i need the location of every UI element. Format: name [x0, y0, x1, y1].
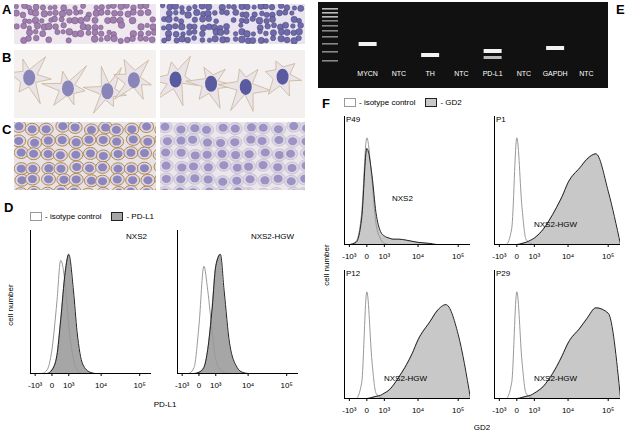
- html-text:B: B: [2, 50, 12, 65]
- svg-text:10³: 10³: [63, 381, 75, 390]
- html-text:NXS2-HGW: NXS2-HGW: [250, 232, 294, 241]
- svg-text:10³: 10³: [529, 252, 541, 261]
- html-text:NXS2-HGW: NXS2-HGW: [534, 220, 578, 229]
- html-text:NXS2-HGW: NXS2-HGW: [534, 374, 578, 383]
- html-text:P12: P12: [346, 269, 361, 278]
- svg-text:0: 0: [365, 406, 370, 415]
- html-text:P1: P1: [496, 115, 506, 124]
- svg-text:10⁵: 10⁵: [134, 381, 146, 390]
- html-text:C: C: [2, 122, 12, 137]
- svg-text:10³: 10³: [379, 406, 391, 415]
- svg-text:-10³: -10³: [342, 406, 357, 415]
- svg-text:PD-L1: PD-L1: [483, 70, 503, 77]
- svg-text:10⁴: 10⁴: [562, 252, 575, 261]
- svg-text:10⁴: 10⁴: [95, 381, 108, 390]
- svg-text:0: 0: [197, 381, 202, 390]
- svg-text:-10³: -10³: [175, 381, 190, 390]
- svg-text:10⁵: 10⁵: [602, 252, 614, 261]
- svg-text:10⁴: 10⁴: [412, 252, 425, 261]
- html-text:GD2: GD2: [473, 423, 491, 432]
- svg-text:GAPDH: GAPDH: [543, 70, 568, 77]
- html-text:- isotype control: - isotype control: [359, 98, 416, 107]
- svg-text:-10³: -10³: [492, 406, 507, 415]
- svg-text:NTC: NTC: [579, 70, 593, 77]
- html-text:P29: P29: [496, 269, 511, 278]
- html-text:NXS2: NXS2: [126, 232, 147, 241]
- svg-text:10⁴: 10⁴: [562, 406, 575, 415]
- html-text:D: D: [4, 200, 14, 215]
- svg-text:-10³: -10³: [492, 252, 507, 261]
- svg-text:0: 0: [50, 381, 55, 390]
- html-text:cell number: cell number: [5, 284, 15, 326]
- svg-text:TH: TH: [425, 70, 434, 77]
- html-text:PD-L1: PD-L1: [153, 400, 177, 409]
- svg-text:10³: 10³: [379, 252, 391, 261]
- svg-text:10⁵: 10⁵: [602, 406, 614, 415]
- svg-text:10⁵: 10⁵: [281, 381, 293, 390]
- html-text:A: A: [2, 2, 12, 17]
- html-text:F: F: [322, 96, 330, 111]
- svg-text:10³: 10³: [210, 381, 222, 390]
- html-text:P49: P49: [346, 115, 361, 124]
- svg-text:-10³: -10³: [342, 252, 357, 261]
- svg-text:10⁵: 10⁵: [452, 406, 464, 415]
- svg-text:NTC: NTC: [517, 70, 531, 77]
- svg-text:0: 0: [365, 252, 370, 261]
- html-text:NXS2-HGW: NXS2-HGW: [384, 374, 428, 383]
- svg-text:0: 0: [515, 252, 520, 261]
- svg-text:10⁵: 10⁵: [452, 252, 464, 261]
- svg-text:NTC: NTC: [392, 70, 406, 77]
- html-text:- GD2: - GD2: [440, 98, 462, 107]
- html-text:- PD-L1: - PD-L1: [126, 212, 154, 221]
- html-text:cell number: cell number: [321, 244, 331, 286]
- html-text:NXS2: NXS2: [392, 194, 413, 203]
- svg-text:0: 0: [515, 406, 520, 415]
- svg-text:10⁴: 10⁴: [242, 381, 255, 390]
- svg-text:MYCN: MYCN: [357, 70, 378, 77]
- html-text:E: E: [616, 2, 625, 17]
- svg-text:10⁴: 10⁴: [412, 406, 425, 415]
- svg-text:NTC: NTC: [454, 70, 468, 77]
- html-text:- isotype control: - isotype control: [45, 212, 102, 221]
- svg-text:-10³: -10³: [28, 381, 43, 390]
- svg-text:10³: 10³: [529, 406, 541, 415]
